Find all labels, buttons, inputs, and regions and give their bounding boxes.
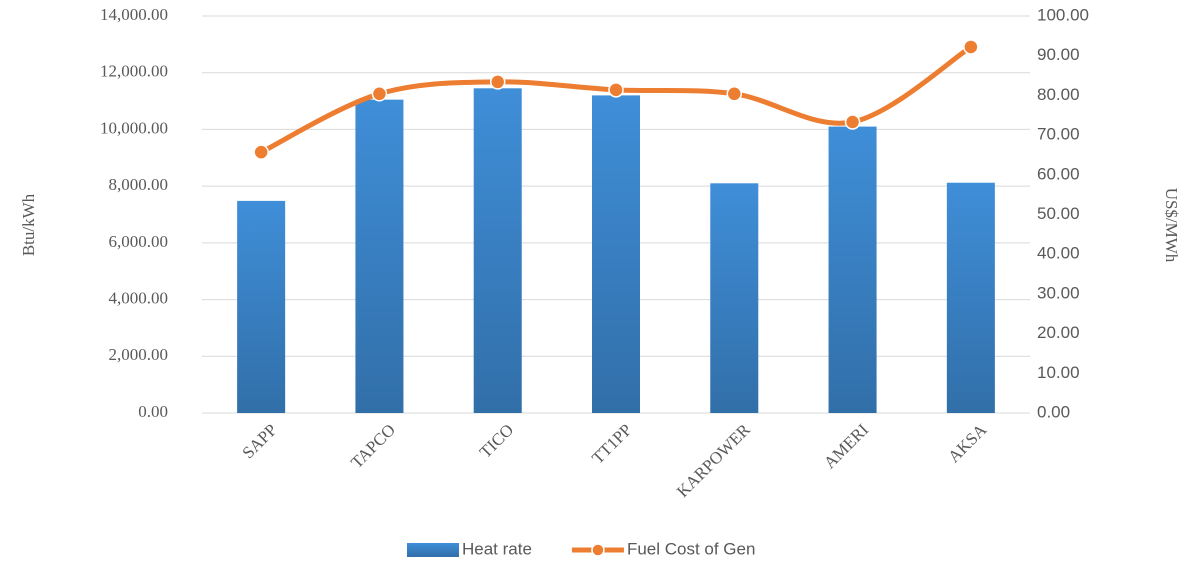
legend-swatch-shade bbox=[407, 543, 459, 557]
y-tick-label: 4,000.00 bbox=[109, 288, 169, 307]
line-marker bbox=[963, 39, 979, 55]
y2-tick-label: 40.00 bbox=[1037, 244, 1080, 263]
x-tick-label: TT1PP bbox=[588, 420, 636, 468]
line-marker bbox=[844, 114, 861, 130]
y2-tick-label: 100.00 bbox=[1037, 5, 1089, 24]
legend-marker bbox=[591, 543, 605, 557]
x-tick-label: SAPP bbox=[239, 420, 281, 462]
y-tick-label: 12,000.00 bbox=[100, 62, 168, 81]
x-tick-label: TAPCO bbox=[347, 420, 399, 472]
bar-shade bbox=[946, 182, 995, 413]
y2-tick-label: 20.00 bbox=[1037, 323, 1080, 342]
y-tick-label: 2,000.00 bbox=[109, 345, 169, 364]
line-marker bbox=[489, 74, 506, 90]
line-marker bbox=[726, 86, 743, 102]
y-tick-label: 10,000.00 bbox=[100, 118, 168, 137]
y2-tick-label: 0.00 bbox=[1037, 402, 1070, 421]
y2-tick-label: 50.00 bbox=[1037, 204, 1080, 223]
y2-tick-label: 30.00 bbox=[1037, 283, 1080, 302]
y-tick-label: 14,000.00 bbox=[100, 5, 168, 24]
y-tick-label: 8,000.00 bbox=[109, 175, 169, 194]
y-axis-label: Btu/kWh bbox=[19, 193, 38, 256]
y2-tick-label: 90.00 bbox=[1037, 45, 1080, 64]
y2-tick-label: 60.00 bbox=[1037, 164, 1080, 183]
line-marker bbox=[608, 82, 624, 98]
y-tick-label: 6,000.00 bbox=[109, 232, 169, 251]
bar-shade bbox=[237, 200, 286, 413]
bar-shade bbox=[828, 126, 877, 413]
x-tick-label: KARPOWER bbox=[673, 420, 754, 501]
y2-tick-label: 70.00 bbox=[1037, 125, 1080, 144]
y2-axis-label: US$/MWh bbox=[1162, 188, 1181, 263]
y2-tick-label: 80.00 bbox=[1037, 85, 1080, 104]
x-tick-label: TICO bbox=[476, 420, 517, 461]
bar-shade bbox=[710, 183, 759, 413]
line-marker bbox=[253, 144, 269, 160]
legend-label: Heat rate bbox=[462, 539, 532, 558]
bar-shade bbox=[592, 95, 640, 414]
y-tick-label: 0.00 bbox=[138, 402, 168, 421]
x-tick-label: AMERI bbox=[820, 420, 872, 472]
x-tick-label: AKSA bbox=[944, 420, 991, 467]
line-marker bbox=[371, 86, 388, 102]
bar-shade bbox=[355, 99, 404, 414]
legend-label: Fuel Cost of Gen bbox=[627, 539, 756, 558]
y2-tick-label: 10.00 bbox=[1037, 363, 1080, 382]
bar-shade bbox=[473, 88, 522, 413]
